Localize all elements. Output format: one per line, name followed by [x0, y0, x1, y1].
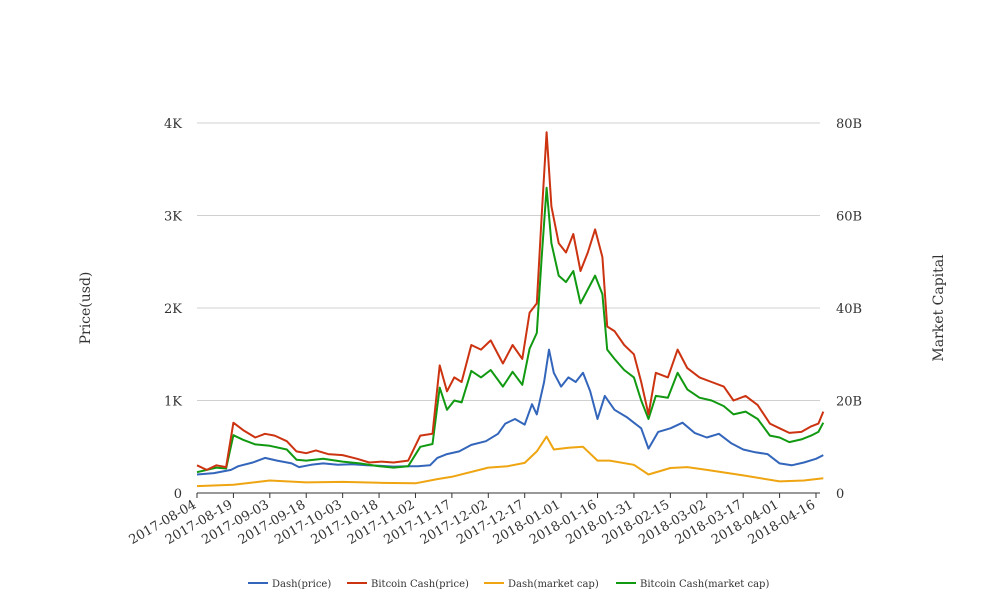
- legend-item: Dash(market cap): [484, 579, 599, 590]
- y-left-tick-label: 1K: [164, 395, 182, 410]
- legend-item: Bitcoin Cash(market cap): [616, 579, 769, 590]
- y-right-tick-label: 80B: [836, 117, 862, 132]
- y-right-tick-label: 60B: [836, 210, 862, 225]
- legend-item: Bitcoin Cash(price): [347, 579, 469, 590]
- legend-item: Dash(price): [248, 579, 331, 590]
- y-right-tick-label: 20B: [836, 395, 862, 410]
- y-left-tick-label: 2K: [164, 302, 182, 317]
- y-left-axis-title: Price(usd): [78, 272, 94, 345]
- legend-label: Dash(price): [272, 579, 331, 590]
- series-line-dash-market-cap: [196, 435, 824, 488]
- legend-label: Dash(market cap): [508, 579, 599, 590]
- y-right-tick-label: 0: [836, 487, 844, 502]
- legend-label: Bitcoin Cash(price): [371, 579, 469, 590]
- gridlines: [197, 122, 820, 494]
- y-left-tick-label: 0: [174, 487, 182, 502]
- y-left-tick-label: 3K: [164, 210, 182, 225]
- series-line-bitcoin-cash-price: [196, 131, 825, 471]
- legend-label: Bitcoin Cash(market cap): [640, 579, 769, 590]
- series-line-dash-price: [196, 348, 824, 476]
- y-left-tick-label: 4K: [164, 117, 182, 132]
- legend: Dash(price) Bitcoin Cash(price) Dash(marke…: [248, 579, 769, 590]
- series-line-bitcoin-cash-market-cap: [196, 186, 825, 474]
- series-lines: [196, 131, 825, 488]
- y-right-axis-title: Market Capital: [931, 254, 947, 362]
- y-right-tick-label: 40B: [836, 302, 862, 317]
